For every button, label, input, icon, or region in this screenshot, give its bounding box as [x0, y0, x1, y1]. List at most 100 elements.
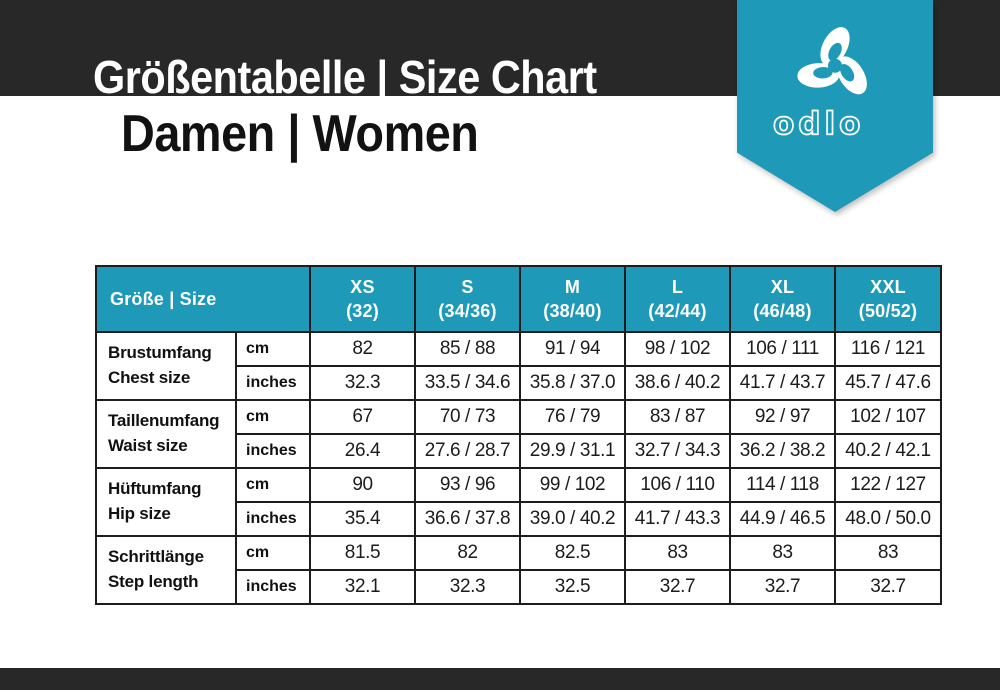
value-cell: 41.7 / 43.3: [624, 501, 731, 537]
value-cell: 45.7 / 47.6: [834, 365, 942, 401]
value-cell: 36.2 / 38.2: [729, 433, 836, 469]
value-cell: 32.7: [729, 569, 836, 605]
table-row-hip-inches: inches 35.4 36.6 / 37.8 39.0 / 40.2 41.7…: [96, 501, 942, 537]
table-header-row: Größe | Size XS (32) S (34/36) M (38/40)…: [95, 265, 942, 333]
value-cell: 70 / 73: [414, 399, 521, 435]
size-label: XXL: [870, 276, 906, 297]
value-cell: 81.5: [309, 535, 416, 571]
row-label-de: Schrittlänge: [108, 547, 204, 567]
value-cell: 76 / 79: [519, 399, 626, 435]
row-label-step: Schrittlänge Step length: [95, 535, 237, 605]
value-cell: 35.4: [309, 501, 416, 537]
value-cell: 32.1: [309, 569, 416, 605]
odlo-wordmark: odlo: [772, 105, 864, 143]
unit-cell-inches: inches: [235, 433, 311, 469]
row-label-en: Chest size: [108, 368, 191, 387]
table-row-chest-cm: Brustumfang Chest size cm 82 85 / 88 91 …: [95, 331, 942, 401]
odlo-trefoil-icon: [797, 27, 867, 95]
value-cell: 41.7 / 43.7: [729, 365, 836, 401]
value-cell: 116 / 121: [834, 331, 942, 367]
size-label: XL: [770, 276, 795, 297]
value-cell: 90: [309, 467, 416, 503]
page-title: Größentabelle | Size Chart: [93, 51, 597, 103]
value-cell: 122 / 127: [834, 467, 942, 503]
table-row-waist-inches: inches 26.4 27.6 / 28.7 29.9 / 31.1 32.7…: [96, 433, 942, 469]
value-cell: 106 / 110: [624, 467, 731, 503]
value-cell: 32.5: [519, 569, 626, 605]
value-cell: 40.2 / 42.1: [834, 433, 942, 469]
value-cell: 35.8 / 37.0: [519, 365, 626, 401]
value-cell: 99 / 102: [519, 467, 626, 503]
value-cell: 32.7 / 34.3: [624, 433, 731, 469]
value-cell: 82.5: [519, 535, 626, 571]
size-label: S: [461, 276, 474, 297]
size-label: XS: [350, 276, 375, 297]
table-row-waist-cm: Taillenumfang Waist size cm 67 70 / 73 7…: [95, 399, 942, 469]
value-cell: 93 / 96: [414, 467, 521, 503]
row-label-de: Taillenumfang: [108, 411, 220, 431]
unit-cell-cm: cm: [235, 331, 311, 367]
value-cell: 114 / 118: [729, 467, 836, 503]
value-cell: 29.9 / 31.1: [519, 433, 626, 469]
row-label-de: Brustumfang: [108, 343, 212, 363]
value-cell: 83 / 87: [624, 399, 731, 435]
row-label-hip: Hüftumfang Hip size: [95, 467, 237, 537]
value-cell: 98 / 102: [624, 331, 731, 367]
value-cell: 32.7: [624, 569, 731, 605]
value-cell: 82: [309, 331, 416, 367]
value-cell: 83: [834, 535, 942, 571]
value-cell: 38.6 / 40.2: [624, 365, 731, 401]
value-cell: 102 / 107: [834, 399, 942, 435]
unit-cell-inches: inches: [235, 569, 311, 605]
value-cell: 91 / 94: [519, 331, 626, 367]
value-cell: 85 / 88: [414, 331, 521, 367]
size-chart-table: Größe | Size XS (32) S (34/36) M (38/40)…: [95, 265, 942, 605]
value-cell: 67: [309, 399, 416, 435]
table-row-chest-inches: inches 32.3 33.5 / 34.6 35.8 / 37.0 38.6…: [96, 365, 942, 401]
size-label: L: [671, 276, 684, 297]
row-label-en: Waist size: [108, 436, 188, 455]
row-label-chest: Brustumfang Chest size: [95, 331, 237, 401]
column-header-s: S (34/36): [414, 265, 521, 333]
table-row-step-cm: Schrittlänge Step length cm 81.5 82 82.5…: [95, 535, 942, 605]
size-range: (34/36): [438, 301, 497, 321]
value-cell: 44.9 / 46.5: [729, 501, 836, 537]
column-header-xs: XS (32): [309, 265, 416, 333]
value-cell: 92 / 97: [729, 399, 836, 435]
size-range: (38/40): [543, 301, 602, 321]
value-cell: 39.0 / 40.2: [519, 501, 626, 537]
row-label-en: Hip size: [108, 504, 171, 523]
value-cell: 48.0 / 50.0: [834, 501, 942, 537]
brand-ribbon: odlo: [737, 0, 933, 212]
table-row-step-inches: inches 32.1 32.3 32.5 32.7 32.7 32.7: [96, 569, 942, 605]
value-cell: 106 / 111: [729, 331, 836, 367]
size-label: M: [564, 276, 581, 297]
table-corner-label: Größe | Size: [95, 265, 311, 333]
row-label-de: Hüftumfang: [108, 479, 202, 499]
value-cell: 83: [729, 535, 836, 571]
bottom-banner-band: [0, 668, 1000, 690]
value-cell: 32.7: [834, 569, 942, 605]
size-range: (46/48): [753, 301, 812, 321]
value-cell: 32.3: [309, 365, 416, 401]
column-header-l: L (42/44): [624, 265, 731, 333]
row-label-waist: Taillenumfang Waist size: [95, 399, 237, 469]
row-label-en: Step length: [108, 572, 199, 591]
unit-cell-cm: cm: [235, 467, 311, 503]
value-cell: 27.6 / 28.7: [414, 433, 521, 469]
unit-cell-inches: inches: [235, 501, 311, 537]
value-cell: 26.4: [309, 433, 416, 469]
value-cell: 83: [624, 535, 731, 571]
size-range: (32): [346, 301, 379, 321]
value-cell: 33.5 / 34.6: [414, 365, 521, 401]
unit-cell-cm: cm: [235, 535, 311, 571]
svg-text:odlo: odlo: [773, 106, 864, 142]
table-row-hip-cm: Hüftumfang Hip size cm 90 93 / 96 99 / 1…: [95, 467, 942, 537]
column-header-m: M (38/40): [519, 265, 626, 333]
value-cell: 32.3: [414, 569, 521, 605]
size-range: (42/44): [648, 301, 707, 321]
column-header-xxl: XXL (50/52): [834, 265, 942, 333]
column-header-xl: XL (46/48): [729, 265, 836, 333]
size-range: (50/52): [858, 301, 918, 321]
